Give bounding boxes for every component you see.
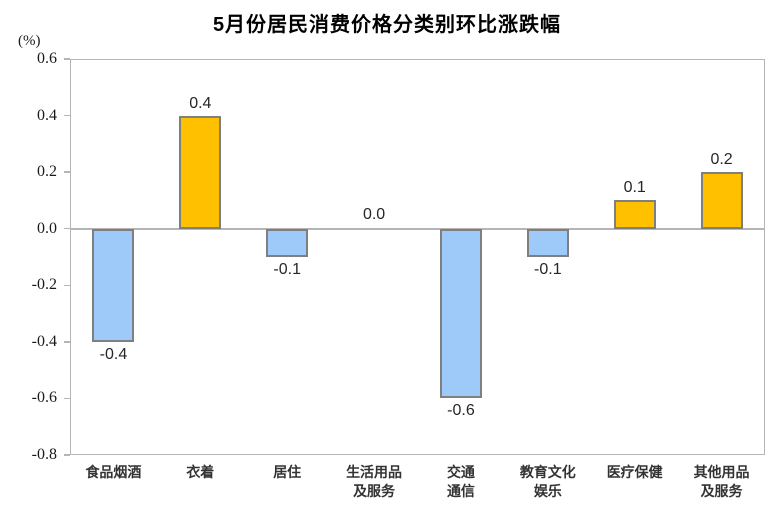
category-label: 教育文化 娱乐 (504, 463, 591, 501)
category-label: 居住 (244, 463, 331, 482)
bar (92, 228, 135, 342)
bar-value-label: 0.0 (362, 205, 386, 223)
category-label-line: 交通 (446, 464, 475, 480)
y-tick-mark (64, 284, 70, 287)
category-label: 交通 通信 (418, 463, 505, 501)
category-label: 衣着 (157, 463, 244, 482)
category-label-line: 其他用品 (693, 464, 750, 480)
y-tick-mark (64, 58, 70, 60)
category-label-line: 通信 (446, 483, 475, 499)
y-tick-mark (64, 171, 70, 173)
category-label: 医疗保健 (591, 463, 678, 482)
bar-value-label: 0.4 (189, 94, 212, 112)
category-label: 其他用品 及服务 (678, 463, 765, 501)
category-label-line: 衣着 (186, 464, 215, 480)
bar-value-label: -0.1 (534, 261, 562, 278)
category-label-line: 居住 (273, 464, 302, 480)
y-tick-mark (64, 397, 70, 400)
bar (266, 228, 309, 257)
y-tick-mark (64, 341, 70, 343)
y-tick-mark (64, 114, 70, 117)
bar-value-label: -0.4 (99, 345, 128, 363)
zero-axis-line (70, 227, 765, 230)
y-tick-label: -0.4 (31, 332, 57, 350)
category-label-line: 医疗保健 (606, 464, 663, 480)
y-tick-label: -0.6 (31, 389, 57, 407)
category-label-line: 娱乐 (533, 483, 562, 499)
y-tick-label: 0.0 (37, 219, 57, 237)
y-tick-label: 0.6 (37, 50, 57, 67)
category-label: 生活用品 及服务 (331, 463, 418, 501)
bar-value-label: -0.1 (273, 261, 301, 278)
bar-value-label: 0.1 (623, 179, 646, 197)
category-label-line: 食品烟酒 (85, 464, 142, 480)
bar-value-label: -0.6 (447, 402, 475, 420)
category-label-line: 生活用品 (346, 464, 403, 480)
y-tick-label: -0.2 (31, 276, 57, 294)
category-label-line: 教育文化 (519, 464, 576, 480)
bar (700, 172, 743, 229)
bar (179, 115, 222, 229)
category-label-line: 及服务 (700, 483, 743, 499)
bar (526, 228, 569, 257)
y-tick-label: -0.8 (31, 446, 57, 463)
y-tick-mark (64, 454, 70, 456)
category-label-line: 及服务 (353, 483, 396, 499)
bar (439, 228, 482, 399)
y-tick-label: 0.4 (37, 106, 57, 124)
y-tick-label: 0.2 (37, 163, 57, 181)
chart-title: 5月份居民消费价格分类别环比涨跌幅 (212, 14, 562, 36)
bar-value-label: 0.2 (710, 151, 733, 169)
y-axis-unit-label: (%) (18, 33, 41, 49)
y-tick-mark (64, 227, 70, 230)
category-label: 食品烟酒 (70, 463, 157, 482)
bar (613, 200, 656, 229)
